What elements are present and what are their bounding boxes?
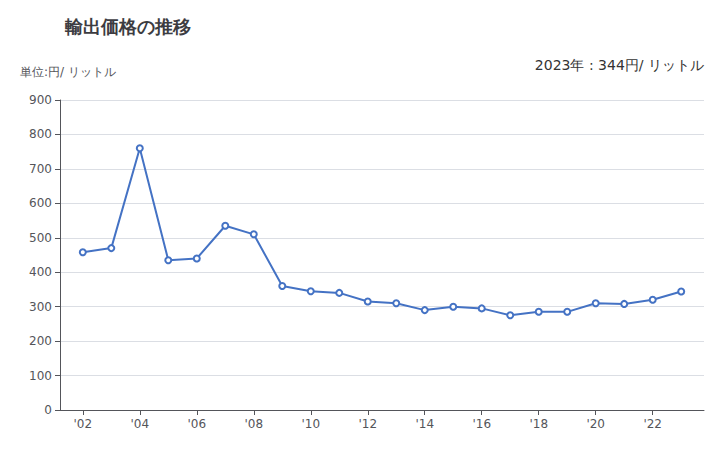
svg-text:'04: '04 xyxy=(130,417,149,431)
svg-text:'12: '12 xyxy=(358,417,377,431)
svg-text:200: 200 xyxy=(29,334,52,348)
svg-text:'08: '08 xyxy=(244,417,263,431)
svg-text:300: 300 xyxy=(29,300,52,314)
svg-text:'16: '16 xyxy=(472,417,491,431)
svg-text:'18: '18 xyxy=(529,417,548,431)
svg-text:400: 400 xyxy=(29,265,52,279)
svg-text:'22: '22 xyxy=(643,417,662,431)
svg-text:100: 100 xyxy=(29,369,52,383)
svg-text:'06: '06 xyxy=(187,417,206,431)
svg-text:輸出価格の推移: 輸出価格の推移 xyxy=(64,16,191,37)
svg-text:600: 600 xyxy=(29,196,52,210)
svg-text:'10: '10 xyxy=(301,417,320,431)
svg-text:'14: '14 xyxy=(415,417,434,431)
svg-text:900: 900 xyxy=(29,93,52,107)
svg-text:800: 800 xyxy=(29,127,52,141)
svg-text:2023年 : 344円/ リットル: 2023年 : 344円/ リットル xyxy=(535,57,704,73)
svg-text:500: 500 xyxy=(29,231,52,245)
svg-text:'20: '20 xyxy=(586,417,605,431)
svg-text:700: 700 xyxy=(29,162,52,176)
svg-text:0: 0 xyxy=(44,403,52,417)
svg-text:'02: '02 xyxy=(74,417,93,431)
svg-text:単位:円/ リットル: 単位:円/ リットル xyxy=(20,65,116,79)
